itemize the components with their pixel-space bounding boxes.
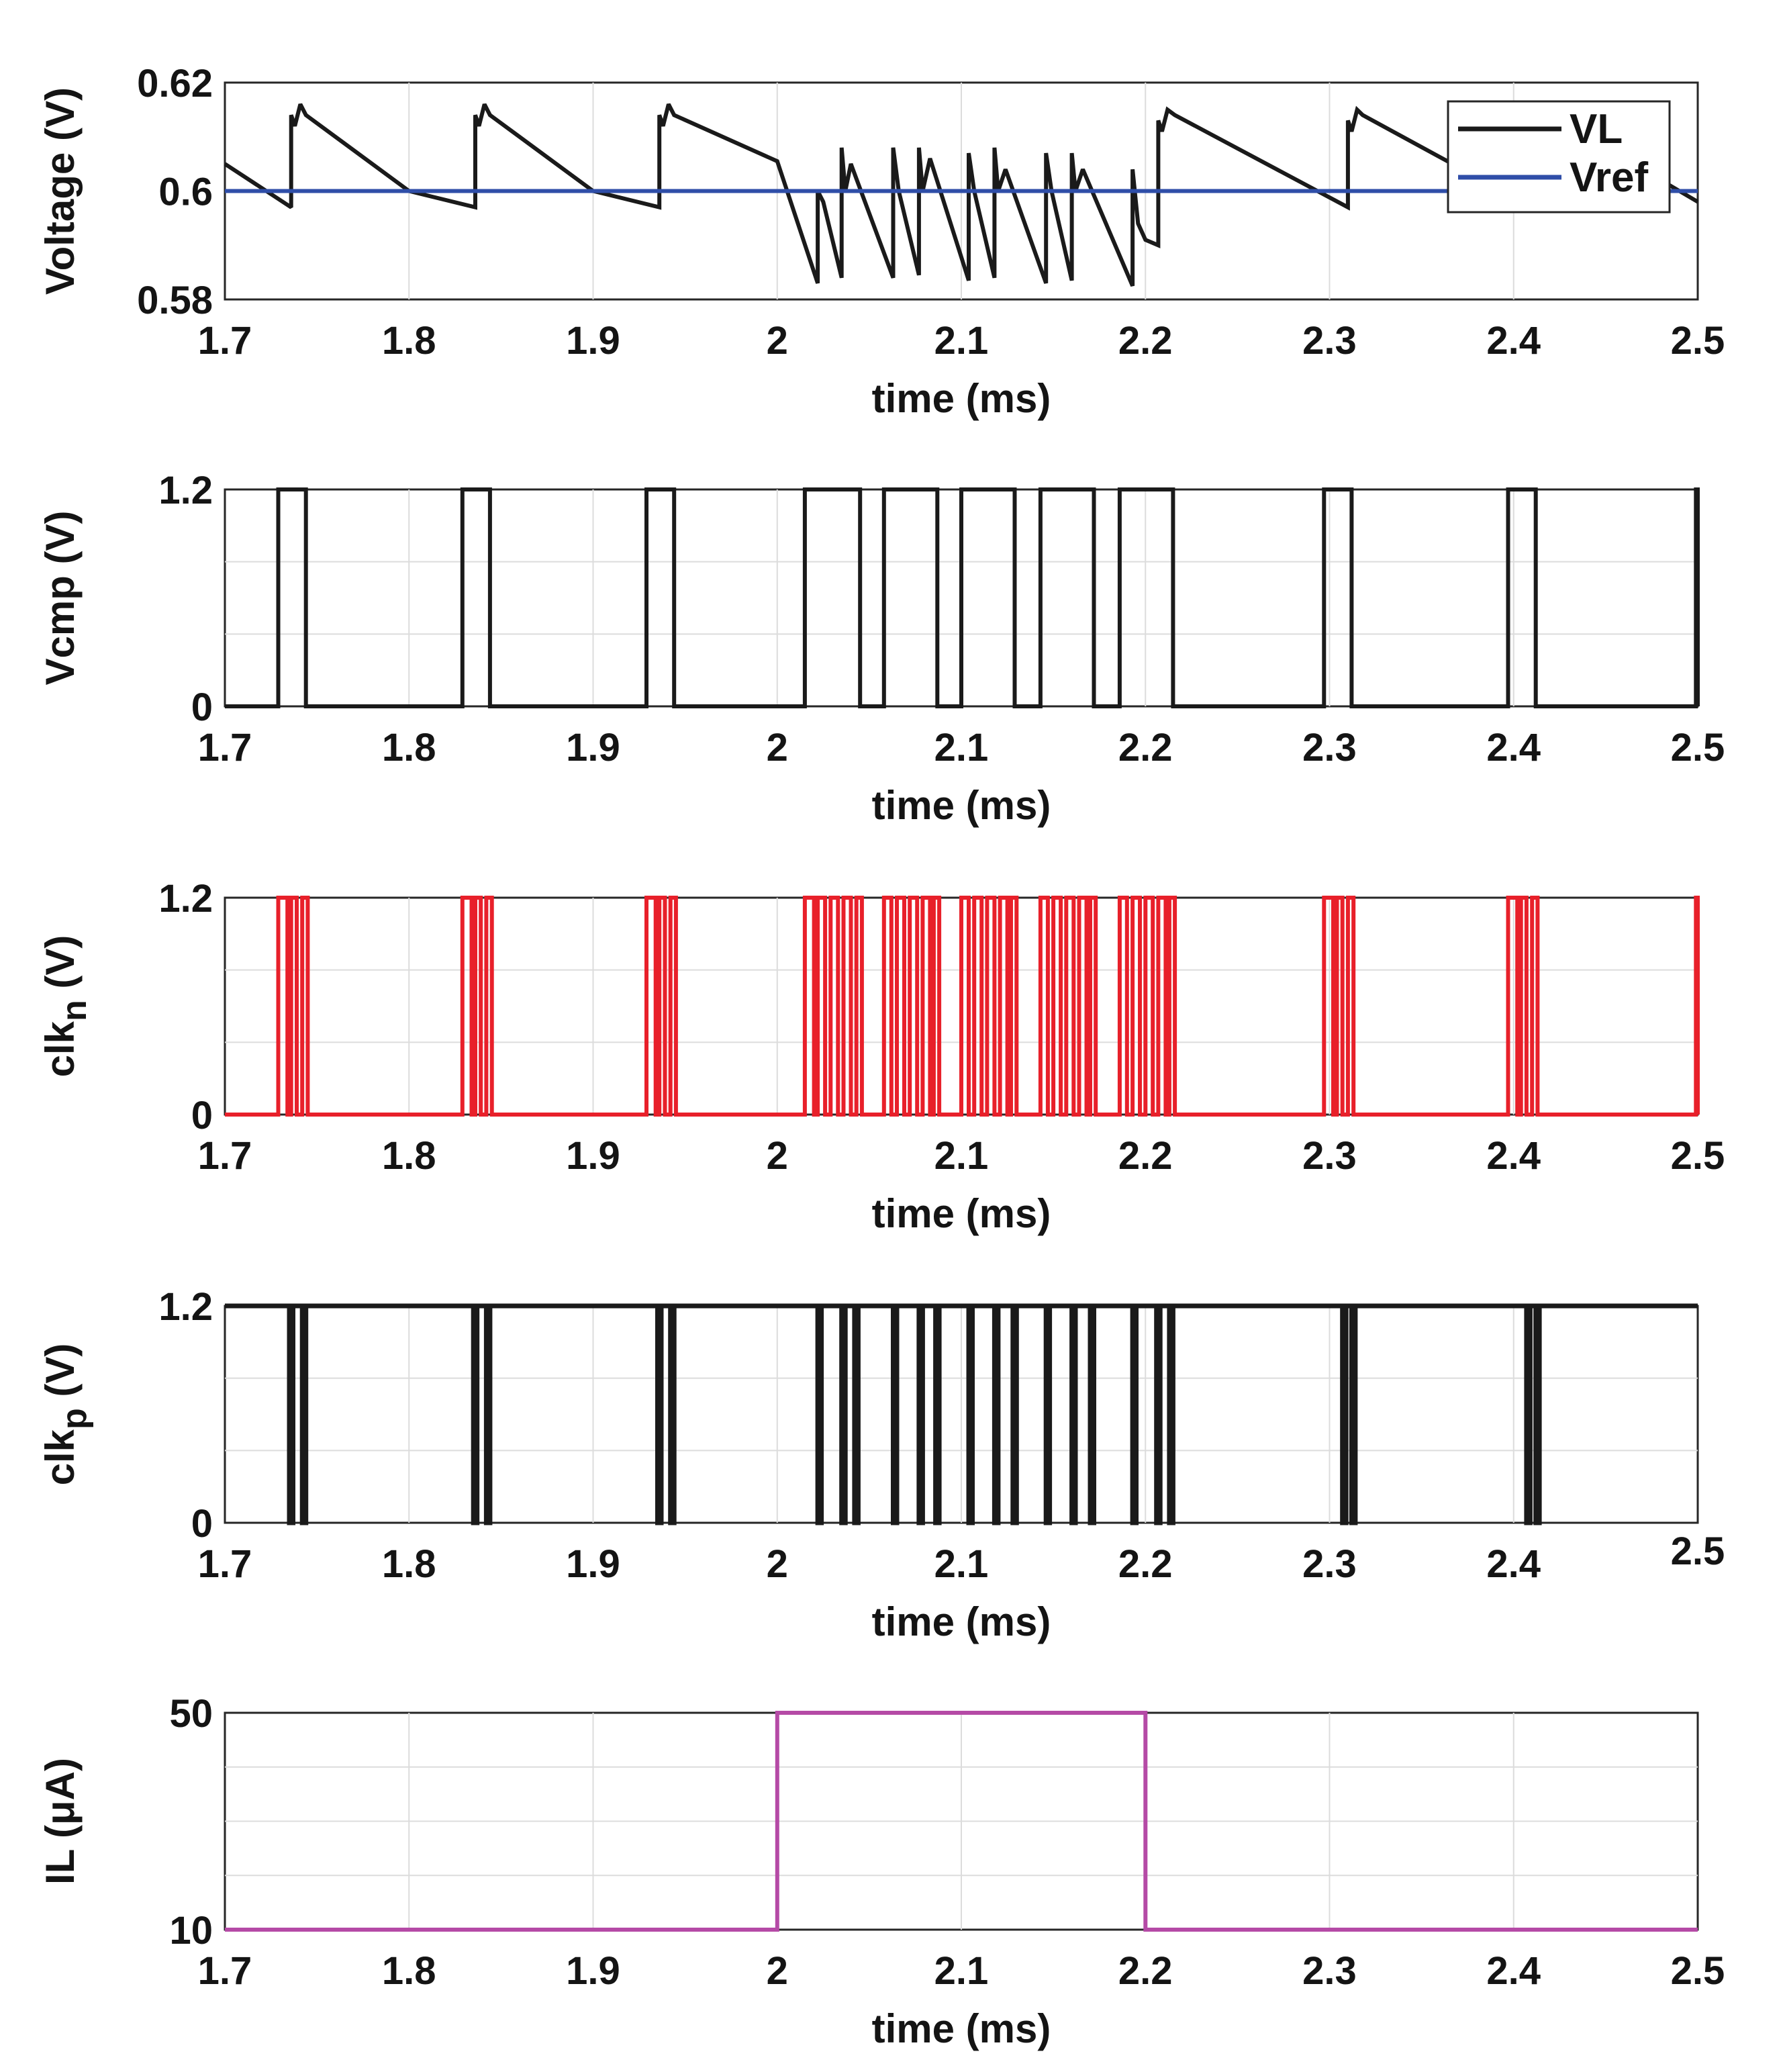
x-tick-label: 1.8	[382, 1134, 436, 1178]
x-tick-label: 2.4	[1486, 1134, 1541, 1178]
x-tick-label: 1.8	[382, 1949, 436, 1993]
x-tick-label: 2.3	[1302, 1134, 1357, 1178]
legend-box	[1447, 100, 1671, 214]
x-tick-label: 1.9	[566, 1542, 620, 1586]
y-tick-label: 1.2	[158, 877, 213, 921]
x-tick-label: 2	[767, 1542, 788, 1586]
y-tick-label: 0	[191, 1502, 213, 1546]
legend-label-vl: VL	[1570, 106, 1623, 152]
y-tick-label: 1.2	[158, 469, 213, 512]
x-axis-label: time (ms)	[872, 2006, 1051, 2051]
y-axis-label: IL (μA)	[38, 1758, 83, 1885]
y-axis-label: clkp (V)	[38, 1344, 94, 1486]
panel-3: 1.7 1.8 1.9 2 2.1 2.2 2.3 2.4 2.5 0 1.2 time (ms) cl…	[38, 877, 1725, 1236]
panel-1: 1.7 1.8 1.9 2 2.1 2.2 2.3 2.4 2.5 0.58 0.6 0.62 time…	[38, 62, 1725, 421]
x-tick-label: 1.7	[198, 1134, 252, 1178]
x-tick-label: 2.2	[1118, 726, 1173, 769]
y-tick-label: 0.62	[137, 62, 213, 105]
x-tick-label: 2.3	[1302, 1542, 1357, 1586]
y-axis-label-main: clk	[38, 1429, 83, 1485]
x-tick-label: 2.5	[1671, 726, 1725, 769]
x-tick-label: 2.2	[1118, 319, 1173, 363]
y-tick-label: 0	[191, 1094, 213, 1137]
x-tick-label: 2.1	[934, 1949, 989, 1993]
x-tick-label: 2.1	[934, 1134, 989, 1178]
y-axis-label-subscript: n	[55, 1000, 94, 1021]
x-tick-label: 2.1	[934, 726, 989, 769]
y-axis-label-subscript: p	[55, 1408, 94, 1429]
panel-4: 1.7 1.8 1.9 2 2.1 2.2 2.3 2.4 2.5 0 1.2 time (ms) cl…	[38, 1285, 1725, 1644]
x-tick-label: 2.4	[1486, 1949, 1541, 1993]
panel-2: 1.7 1.8 1.9 2 2.1 2.2 2.3 2.4 2.5 0 1.2 time (ms) Vc…	[38, 469, 1725, 828]
x-tick-label: 2	[767, 1134, 788, 1178]
series-vl-line	[224, 103, 1699, 287]
series-vcmp-line	[225, 487, 1700, 708]
x-axis-label: time (ms)	[872, 1599, 1051, 1644]
x-tick-label: 2.4	[1486, 1542, 1541, 1586]
x-tick-label: 1.9	[566, 1134, 620, 1178]
x-tick-label: 1.9	[566, 726, 620, 769]
x-tick-label: 1.9	[566, 319, 620, 363]
y-tick-label: 50	[169, 1692, 213, 1736]
x-tick-label: 1.7	[198, 1542, 252, 1586]
x-tick-label: 2.3	[1302, 726, 1357, 769]
y-tick-label: 1.2	[158, 1285, 213, 1329]
x-tick-label: 2.5	[1671, 1529, 1725, 1573]
panel-5: 1.7 1.8 1.9 2 2.1 2.2 2.3 2.4 2.5 10 50 time (ms) IL…	[38, 1692, 1725, 2051]
y-tick-label: 0.6	[158, 171, 213, 214]
x-tick-label: 1.7	[198, 1949, 252, 1993]
series-il-line	[225, 1711, 1698, 1932]
y-axis-label: clkn (V)	[38, 935, 94, 1078]
y-axis-label: Voltage (V)	[38, 87, 83, 295]
series-clk-p-line	[225, 1303, 1698, 1525]
x-tick-label: 1.8	[382, 726, 436, 769]
y-tick-label: 10	[169, 1909, 213, 1952]
y-axis-label-unit: (V)	[38, 1344, 83, 1409]
legend-label-vref: Vref	[1570, 154, 1649, 201]
y-axis-label-main: clk	[38, 1021, 83, 1077]
x-tick-label: 1.8	[382, 1542, 436, 1586]
y-axis-label-unit: (V)	[38, 935, 83, 1000]
x-tick-label: 2.4	[1486, 319, 1541, 363]
y-tick-label: 0	[191, 686, 213, 729]
x-axis-label: time (ms)	[872, 783, 1051, 828]
y-tick-label: 0.58	[137, 279, 213, 322]
x-tick-label: 2.5	[1671, 319, 1725, 363]
x-tick-label: 1.9	[566, 1949, 620, 1993]
x-tick-label: 2.4	[1486, 726, 1541, 769]
x-tick-label: 2.1	[934, 1542, 989, 1586]
series-clk-n-line	[225, 896, 1700, 1117]
x-tick-label: 2	[767, 319, 788, 363]
x-tick-label: 2.1	[934, 319, 989, 363]
x-tick-label: 2.2	[1118, 1134, 1173, 1178]
x-axis-label: time (ms)	[872, 1191, 1051, 1236]
y-axis-label: Vcmp (V)	[38, 510, 83, 685]
x-tick-label: 2.3	[1302, 1949, 1357, 1993]
x-tick-label: 1.7	[198, 726, 252, 769]
x-tick-label: 2.2	[1118, 1949, 1173, 1993]
x-tick-label: 1.8	[382, 319, 436, 363]
x-tick-label: 2.2	[1118, 1542, 1173, 1586]
x-tick-label: 2	[767, 1949, 788, 1993]
x-axis-label: time (ms)	[872, 376, 1051, 421]
x-tick-label: 2.5	[1671, 1134, 1725, 1178]
x-tick-label: 2.5	[1671, 1949, 1725, 1993]
x-tick-label: 2	[767, 726, 788, 769]
x-tick-label: 1.7	[198, 319, 252, 363]
x-tick-label: 2.3	[1302, 319, 1357, 363]
